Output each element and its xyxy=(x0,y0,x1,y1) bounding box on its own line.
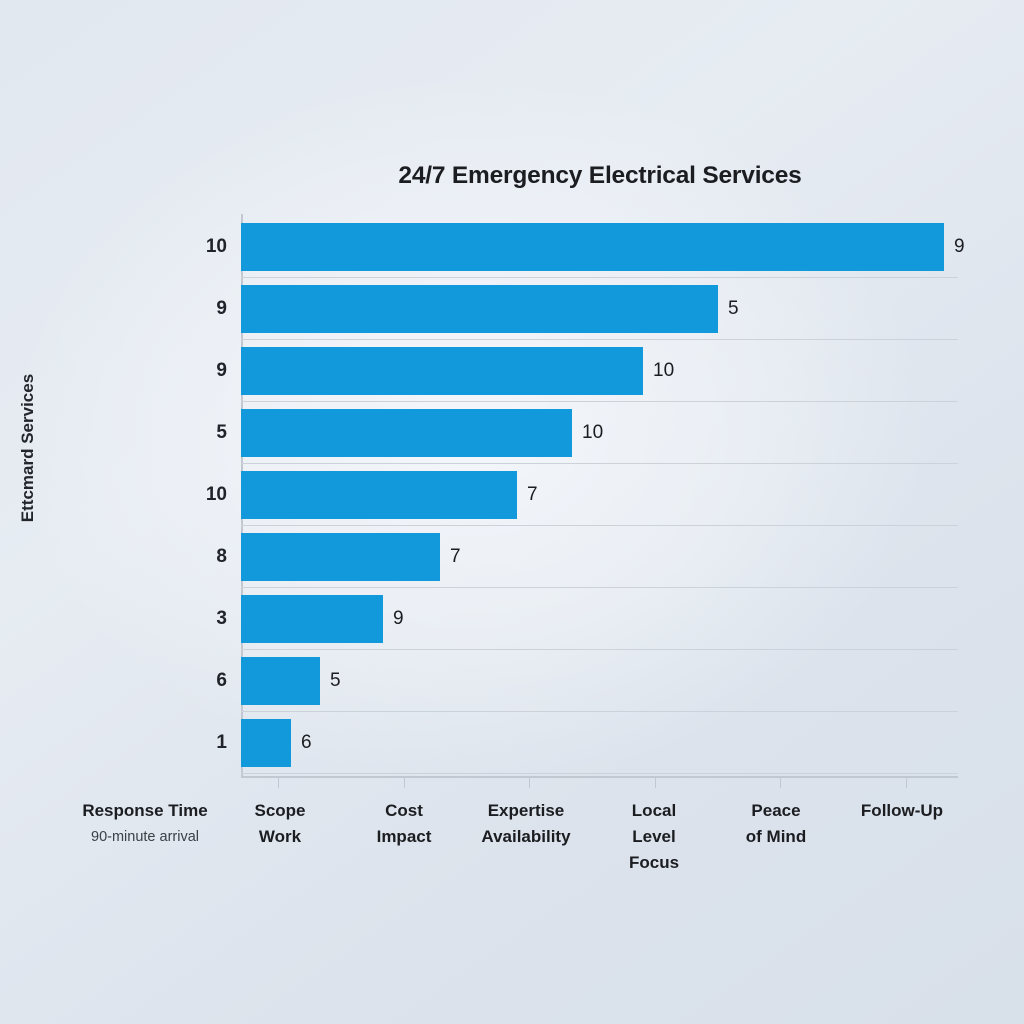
grid-line xyxy=(241,463,958,464)
y-axis-tick-label: 10 xyxy=(205,236,227,257)
grid-line xyxy=(241,401,958,402)
y-axis-tick-label: 1 xyxy=(216,732,227,753)
x-axis-label-line1: Local xyxy=(631,801,677,820)
grid-line xyxy=(241,649,958,650)
grid-line xyxy=(241,587,958,588)
x-axis-label-line3: Focus xyxy=(628,853,680,872)
y-axis-tick-label: 10 xyxy=(205,484,227,505)
bar-row[interactable]: 9 10 xyxy=(206,216,965,278)
x-axis-tick xyxy=(654,778,656,788)
x-axis-tick xyxy=(403,778,405,788)
x-axis-label-line2: Work xyxy=(258,827,302,846)
x-axis-label-line2: Impact xyxy=(376,827,432,846)
y-axis-tick-label: 5 xyxy=(216,422,227,443)
grid-line xyxy=(241,773,958,774)
x-axis-label-line1: Cost xyxy=(385,801,423,820)
bar-row[interactable]: 10 5 xyxy=(216,402,958,464)
plot-area: 9 10 5 9 10 9 10 5 7 10 7 8 9 3 5 6 6 1 xyxy=(206,216,965,776)
x-axis-label-line1: Expertise xyxy=(487,801,565,820)
bar-value-label: 7 xyxy=(527,484,538,505)
bar[interactable] xyxy=(241,471,517,519)
y-axis-tick-label: 3 xyxy=(216,608,227,629)
x-axis-category-label: Follow-Up xyxy=(817,798,987,824)
bar-row[interactable]: 10 9 xyxy=(216,340,958,402)
x-axis-tick xyxy=(529,778,530,788)
bar-value-label: 9 xyxy=(393,608,404,629)
chart-title: 24/7 Emergency Electrical Services xyxy=(398,162,802,189)
bar[interactable] xyxy=(241,595,383,643)
bar-value-label: 9 xyxy=(954,236,965,257)
y-axis-title: Ettcmard Services xyxy=(18,373,37,523)
y-axis-tick-label: 6 xyxy=(216,670,227,691)
x-axis-label-line1: Scope xyxy=(254,801,306,820)
x-axis-category-label: Expertise Availability xyxy=(441,798,611,850)
x-axis-label-line2: Level xyxy=(632,827,676,846)
bar[interactable] xyxy=(241,657,320,705)
x-axis-tick xyxy=(278,778,279,788)
x-axis-label-line2: of Mind xyxy=(745,827,807,846)
grid-line xyxy=(241,277,958,278)
bar[interactable] xyxy=(241,719,291,767)
grid-line xyxy=(241,711,958,712)
y-axis-tick-label: 9 xyxy=(216,360,227,381)
grid-line xyxy=(241,525,958,526)
x-axis-label-line1: Follow-Up xyxy=(860,801,944,820)
bar[interactable] xyxy=(241,533,440,581)
x-axis-label-line2: 90-minute arrival xyxy=(91,829,199,845)
x-axis-tick xyxy=(780,778,781,788)
bar-value-label: 10 xyxy=(653,360,675,381)
x-axis-label-line1: Peace xyxy=(751,801,801,820)
x-axis-category-label: Scope Work xyxy=(195,798,365,850)
x-axis-label-line2: Availability xyxy=(481,827,571,846)
x-axis-label-line1: Response Time xyxy=(82,801,208,820)
bar-value-label: 5 xyxy=(728,298,739,319)
bar-row[interactable]: 7 10 xyxy=(206,464,958,526)
x-axis-category-label: Peace of Mind xyxy=(691,798,861,850)
bar-value-label: 6 xyxy=(301,732,312,753)
bar[interactable] xyxy=(241,347,643,395)
bar[interactable] xyxy=(241,285,718,333)
bar-value-label: 5 xyxy=(330,670,341,691)
grid-line xyxy=(241,339,958,340)
bar-value-label: 7 xyxy=(450,546,461,567)
y-axis-tick-label: 9 xyxy=(216,298,227,319)
x-axis-category-label: Local Level Focus xyxy=(569,798,739,876)
x-axis-tick xyxy=(905,778,907,788)
x-axis-line xyxy=(241,776,958,778)
x-axis-category-label: Response Time 90-minute arrival xyxy=(60,798,230,850)
bar[interactable] xyxy=(241,409,572,457)
bar[interactable] xyxy=(241,223,944,271)
y-axis-tick-label: 8 xyxy=(216,546,227,567)
bar-value-label: 10 xyxy=(582,422,604,443)
x-axis-category-label: Cost Impact xyxy=(319,798,489,850)
